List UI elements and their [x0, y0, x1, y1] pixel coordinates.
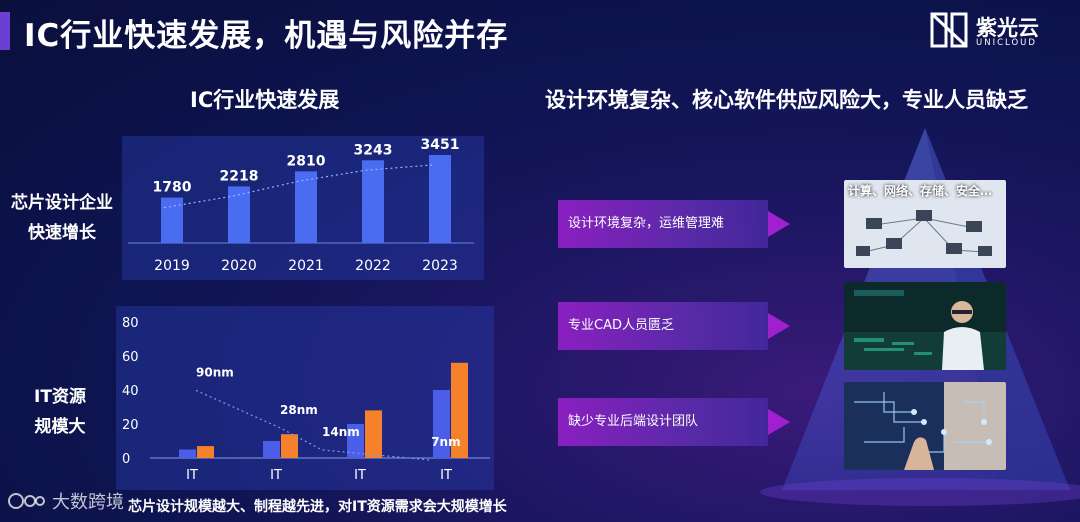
- bottom-note: 芯片设计规模越大、制程越先进，对IT资源需求会大规模增长: [128, 499, 507, 515]
- chart1-tick-label: 2022: [355, 258, 391, 274]
- chart2-y-tick-label: 60: [122, 350, 139, 365]
- chart2-y-tick-label: 0: [122, 452, 130, 467]
- chart1-trendline: [163, 164, 433, 209]
- brand-logo-icon: [8, 493, 45, 509]
- label-chip-growth-line2: 快速增长: [28, 223, 96, 243]
- left-section-title: IC行业快速发展: [190, 88, 340, 112]
- chart2-annotation: 90nm: [196, 365, 234, 379]
- chart1-tick-label: 2019: [154, 258, 190, 274]
- chart2-bar: [179, 449, 196, 458]
- arrow-right-icon: [768, 313, 790, 339]
- chart1-bar: [362, 160, 384, 243]
- chart2-tick-label: IT: [270, 468, 282, 483]
- lab-scientist-image: [844, 282, 1006, 370]
- issue-backend-team: 缺少专业后端设计团队: [558, 398, 768, 446]
- chart2-bar: [263, 441, 280, 458]
- chart1-value-label: 2218: [220, 168, 259, 184]
- right-section-title: 设计环境复杂、核心软件供应风险大，专业人员缺乏: [545, 88, 1028, 112]
- chart1-tick-label: 2023: [422, 258, 458, 274]
- logo-text: 紫光云: [976, 16, 1039, 40]
- arrow-right-icon: [768, 211, 790, 237]
- chart1-value-label: 3243: [354, 142, 393, 158]
- watermark-text: 大数跨境: [52, 492, 124, 513]
- label-it-resources-line2: 规模大: [34, 417, 86, 437]
- chart2-bar: [281, 434, 298, 458]
- chart2-bar: [347, 424, 364, 458]
- chart2-y-tick-label: 40: [122, 384, 139, 399]
- label-chip-growth: 芯片设计企业 快速增长: [6, 188, 118, 248]
- chart2-trendline: [195, 389, 432, 461]
- network-computers-image: 计算、网络、存储、安全…: [844, 180, 1006, 268]
- chart-panel-it: 0 20 40 60 80 IT IT IT IT 90nm 28nm 14nm 7nm: [116, 306, 494, 490]
- chart1-tick-label: 2021: [288, 258, 324, 274]
- chart2-annotation: 14nm: [322, 425, 360, 439]
- arrow-right-icon: [768, 409, 790, 435]
- chart2-tick-label: IT: [440, 468, 452, 483]
- chart2-y-tick-label: 20: [122, 418, 139, 433]
- watermark: 大数跨境: [6, 488, 124, 514]
- chart1-bar: [228, 186, 250, 243]
- chart1-bar: [161, 197, 183, 243]
- chart1-bar: [295, 171, 317, 243]
- unicloud-logo-icon: [930, 12, 968, 48]
- chart1-value-label: 2810: [287, 153, 326, 169]
- title-accent-bar: [0, 12, 10, 50]
- chart2-tick-label: IT: [186, 468, 198, 483]
- chart1-bar: [429, 154, 451, 243]
- issue-env-complex: 设计环境复杂，运维管理难: [558, 200, 768, 248]
- chart2-annotation: 7nm: [431, 435, 460, 449]
- chart2-tick-label: IT: [354, 468, 366, 483]
- chart-it-resources: 0 20 40 60 80 IT IT IT IT 90nm 28nm 14nm 7nm: [122, 316, 490, 483]
- chart2-bar: [451, 362, 468, 458]
- chart2-y-tick-label: 80: [122, 316, 139, 331]
- chart1-value-label: 1780: [153, 180, 192, 196]
- label-it-resources-line1: IT资源: [34, 387, 86, 407]
- chart2-bar: [365, 410, 382, 458]
- image-caption: 计算、网络、存储、安全…: [848, 184, 993, 198]
- chart1-tick-label: 2020: [221, 258, 257, 274]
- label-it-resources: IT资源 规模大: [10, 382, 110, 442]
- chart-growth: 1780 2019 2218 2020 2810 2021 3243 2022 3451 2023: [128, 137, 474, 274]
- label-chip-growth-line1: 芯片设计企业: [11, 193, 113, 213]
- chart2-bar: [197, 446, 214, 458]
- logo: 紫光云 UNICLOUD: [930, 10, 1070, 52]
- chart2-annotation: 28nm: [280, 403, 318, 417]
- logo-subtext: UNICLOUD: [976, 38, 1037, 48]
- issue-cad-shortage: 专业CAD人员匮乏: [558, 302, 768, 350]
- chart2-bar: [433, 390, 450, 458]
- chart-panel-growth: 1780 2019 2218 2020 2810 2021 3243 2022 3451 2023: [122, 136, 484, 280]
- ai-circuit-image: [844, 382, 1006, 470]
- page-title: IC行业快速发展，机遇与风险并存: [24, 18, 509, 54]
- chart1-value-label: 3451: [421, 137, 460, 153]
